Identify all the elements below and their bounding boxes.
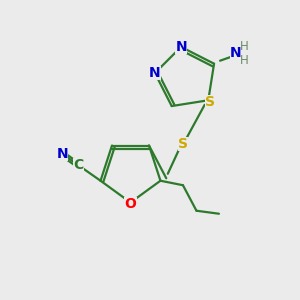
Text: N: N xyxy=(230,46,242,60)
Text: O: O xyxy=(124,197,136,211)
Text: S: S xyxy=(205,95,215,109)
Text: C: C xyxy=(73,158,83,172)
Text: N: N xyxy=(175,40,187,54)
Text: N: N xyxy=(149,66,161,80)
Text: N: N xyxy=(57,147,68,161)
Text: H: H xyxy=(240,54,248,67)
Text: S: S xyxy=(178,137,188,151)
Text: H: H xyxy=(240,40,248,53)
